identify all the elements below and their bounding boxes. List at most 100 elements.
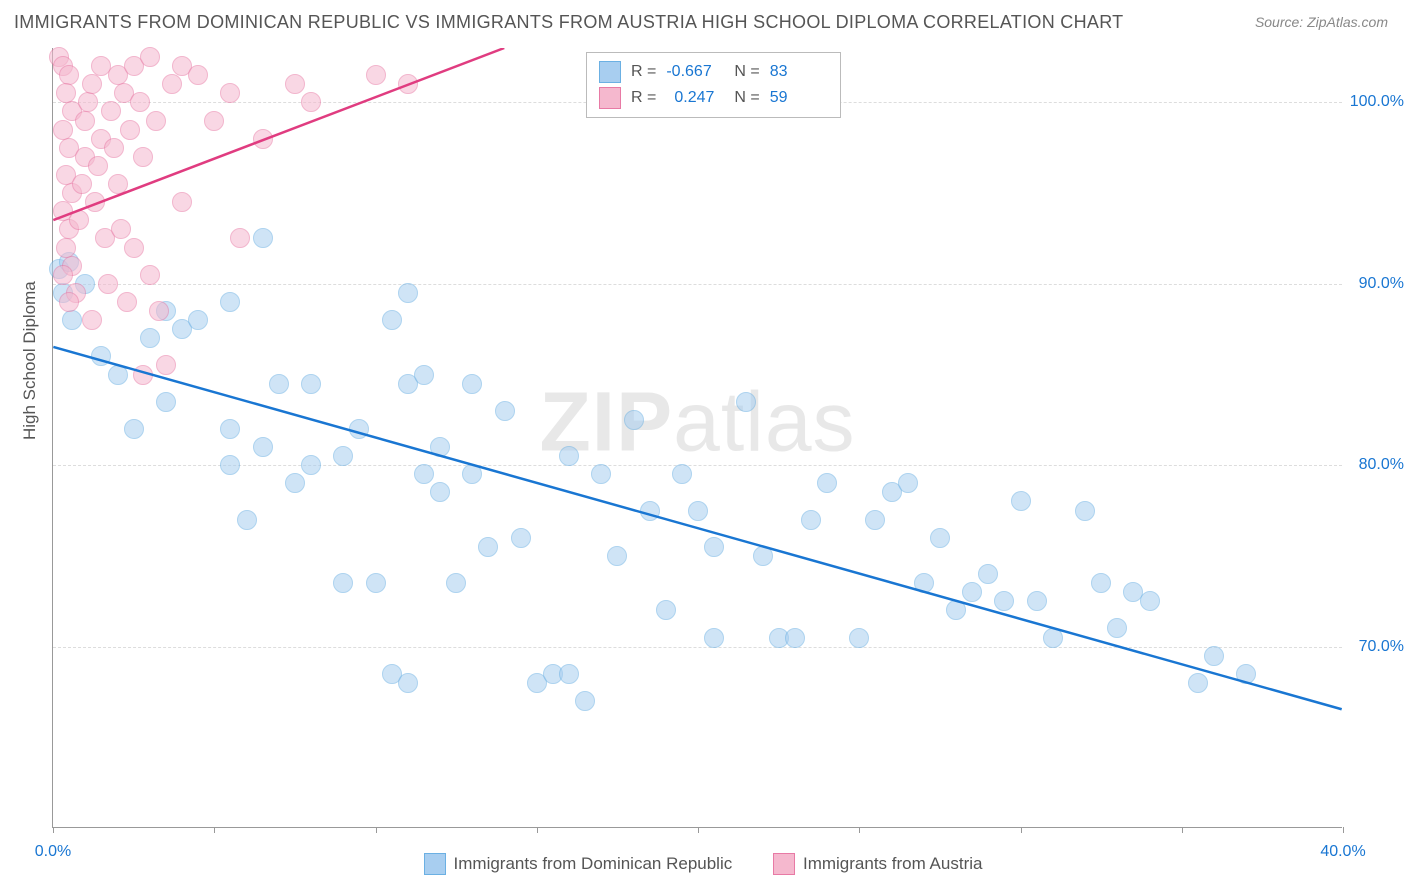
scatter-point	[849, 628, 869, 648]
scatter-point	[124, 419, 144, 439]
scatter-point	[98, 274, 118, 294]
scatter-point	[285, 473, 305, 493]
scatter-point	[414, 464, 434, 484]
scatter-point	[301, 374, 321, 394]
y-tick-label: 90.0%	[1355, 275, 1406, 293]
scatter-point	[511, 528, 531, 548]
y-tick-label: 80.0%	[1355, 456, 1406, 474]
scatter-point	[53, 265, 73, 285]
scatter-point	[91, 346, 111, 366]
scatter-point	[59, 292, 79, 312]
scatter-point	[149, 301, 169, 321]
swatch-austria	[599, 87, 621, 109]
x-tick	[376, 827, 377, 833]
swatch-dominican	[599, 61, 621, 83]
legend-label-austria: Immigrants from Austria	[803, 854, 983, 874]
scatter-point	[1027, 591, 1047, 611]
y-tick-label: 70.0%	[1355, 638, 1406, 656]
scatter-point	[462, 374, 482, 394]
scatter-point	[430, 482, 450, 502]
scatter-point	[146, 111, 166, 131]
x-tick	[1021, 827, 1022, 833]
scatter-point	[82, 74, 102, 94]
scatter-point	[130, 92, 150, 112]
y-axis-label: High School Diploma	[20, 281, 40, 440]
scatter-point	[382, 310, 402, 330]
scatter-point	[366, 65, 386, 85]
scatter-point	[301, 455, 321, 475]
scatter-point	[133, 147, 153, 167]
scatter-point	[133, 365, 153, 385]
scatter-point	[478, 537, 498, 557]
scatter-point	[253, 228, 273, 248]
legend-item-austria: Immigrants from Austria	[773, 853, 983, 875]
scatter-point	[914, 573, 934, 593]
scatter-point	[120, 120, 140, 140]
scatter-point	[1011, 491, 1031, 511]
scatter-point	[230, 228, 250, 248]
scatter-point	[1204, 646, 1224, 666]
scatter-point	[333, 446, 353, 466]
scatter-point	[398, 283, 418, 303]
scatter-point	[978, 564, 998, 584]
scatter-point	[736, 392, 756, 412]
scatter-point	[930, 528, 950, 548]
scatter-point	[220, 419, 240, 439]
scatter-point	[865, 510, 885, 530]
legend-row-austria: R = 0.247 N = 59	[599, 85, 828, 111]
x-tick	[537, 827, 538, 833]
legend-row-dominican: R = -0.667 N = 83	[599, 59, 828, 85]
scatter-point	[591, 464, 611, 484]
scatter-point	[575, 691, 595, 711]
scatter-point	[62, 310, 82, 330]
scatter-point	[1075, 501, 1095, 521]
scatter-point	[285, 74, 305, 94]
scatter-point	[156, 392, 176, 412]
scatter-point	[220, 83, 240, 103]
scatter-point	[446, 573, 466, 593]
trend-lines-layer	[53, 48, 1342, 827]
scatter-point	[946, 600, 966, 620]
scatter-point	[237, 510, 257, 530]
scatter-point	[53, 120, 73, 140]
scatter-point	[220, 455, 240, 475]
scatter-point	[817, 473, 837, 493]
scatter-point	[269, 374, 289, 394]
scatter-point	[104, 138, 124, 158]
legend-label-dominican: Immigrants from Dominican Republic	[454, 854, 733, 874]
scatter-point	[333, 573, 353, 593]
scatter-point	[898, 473, 918, 493]
scatter-point	[366, 573, 386, 593]
x-tick	[1182, 827, 1183, 833]
scatter-point	[398, 673, 418, 693]
scatter-point	[101, 101, 121, 121]
scatter-point	[140, 47, 160, 67]
chart-title: IMMIGRANTS FROM DOMINICAN REPUBLIC VS IM…	[14, 12, 1123, 33]
scatter-point	[1188, 673, 1208, 693]
scatter-point	[704, 628, 724, 648]
scatter-point	[140, 265, 160, 285]
scatter-point	[349, 419, 369, 439]
scatter-point	[301, 92, 321, 112]
x-tick	[1343, 827, 1344, 833]
scatter-point	[559, 446, 579, 466]
scatter-point	[607, 546, 627, 566]
x-tick	[53, 827, 54, 833]
scatter-point	[624, 410, 644, 430]
grid-line	[53, 284, 1342, 285]
legend-item-dominican: Immigrants from Dominican Republic	[424, 853, 733, 875]
swatch-dominican-icon	[424, 853, 446, 875]
scatter-point	[430, 437, 450, 457]
scatter-point	[994, 591, 1014, 611]
legend-correlation: R = -0.667 N = 83 R = 0.247 N = 59	[586, 52, 841, 118]
scatter-point	[140, 328, 160, 348]
scatter-point	[124, 238, 144, 258]
swatch-austria-icon	[773, 853, 795, 875]
scatter-point	[111, 219, 131, 239]
grid-line	[53, 647, 1342, 648]
scatter-point	[962, 582, 982, 602]
grid-line	[53, 465, 1342, 466]
scatter-point	[56, 83, 76, 103]
scatter-point	[704, 537, 724, 557]
scatter-point	[1236, 664, 1256, 684]
